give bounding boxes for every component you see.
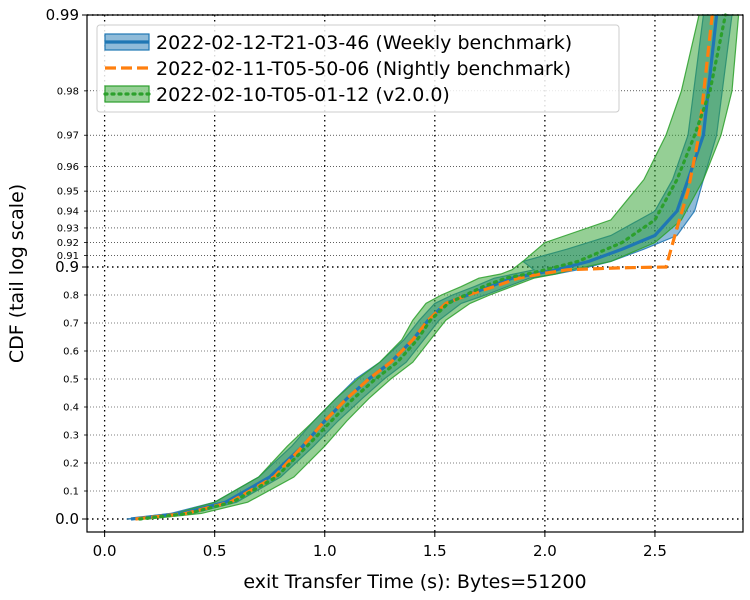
legend-label: 2022-02-11-T05-50-06 (Nightly benchmark) bbox=[156, 58, 571, 80]
x-tick-label: 1.5 bbox=[423, 542, 447, 560]
y-minor-tick-label: 0.96 bbox=[57, 162, 79, 173]
series-lines bbox=[130, 13, 728, 521]
y-minor-tick-label: 0.8 bbox=[63, 291, 79, 302]
axis-ticks: 0.0 0.5 1.0 1.5 2.0 2.5 0.0 0.9 0.99 0.1 0.2 0.3 0.4… bbox=[46, 6, 667, 560]
x-tick-label: 2.5 bbox=[643, 542, 667, 560]
x-axis-label: exit Transfer Time (s): Bytes=51200 bbox=[243, 571, 586, 593]
y-axis-label: CDF (tail log scale) bbox=[6, 184, 28, 363]
x-tick-label: 1.0 bbox=[313, 542, 337, 560]
y-minor-tick-label: 0.93 bbox=[57, 223, 79, 234]
y-minor-tick-label: 0.98 bbox=[57, 86, 79, 97]
y-major-tick-label: 0.0 bbox=[55, 510, 79, 528]
legend: 2022-02-12-T21-03-46 (Weekly benchmark) 2… bbox=[96, 24, 620, 113]
x-tick-label: 0.5 bbox=[203, 542, 227, 560]
y-minor-tick-label: 0.7 bbox=[63, 319, 79, 330]
y-minor-tick-label: 0.91 bbox=[57, 251, 79, 262]
series-line bbox=[135, 14, 714, 521]
legend-label: 2022-02-10-T05-01-12 (v2.0.0) bbox=[156, 84, 450, 106]
y-minor-tick-label: 0.3 bbox=[63, 431, 79, 442]
x-tick-label: 0.0 bbox=[93, 542, 117, 560]
y-minor-tick-label: 0.92 bbox=[57, 238, 79, 249]
y-minor-tick-label: 0.94 bbox=[57, 207, 79, 218]
y-minor-tick-label: 0.95 bbox=[57, 187, 79, 198]
y-minor-tick-label: 0.2 bbox=[63, 459, 79, 470]
series-line bbox=[138, 13, 728, 521]
y-major-tick-label: 0.99 bbox=[46, 6, 79, 24]
legend-label: 2022-02-12-T21-03-46 (Weekly benchmark) bbox=[156, 32, 572, 54]
legend-box bbox=[96, 24, 620, 113]
y-minor-tick-label: 0.4 bbox=[63, 403, 79, 414]
y-minor-tick-label: 0.97 bbox=[57, 131, 79, 142]
y-minor-tick-label: 0.6 bbox=[63, 347, 79, 358]
y-minor-tick-label: 0.5 bbox=[63, 375, 79, 386]
y-major-tick-label: 0.9 bbox=[55, 258, 79, 276]
x-tick-label: 2.0 bbox=[533, 542, 557, 560]
y-minor-tick-label: 0.1 bbox=[63, 487, 79, 498]
plot-frame bbox=[86, 14, 744, 533]
